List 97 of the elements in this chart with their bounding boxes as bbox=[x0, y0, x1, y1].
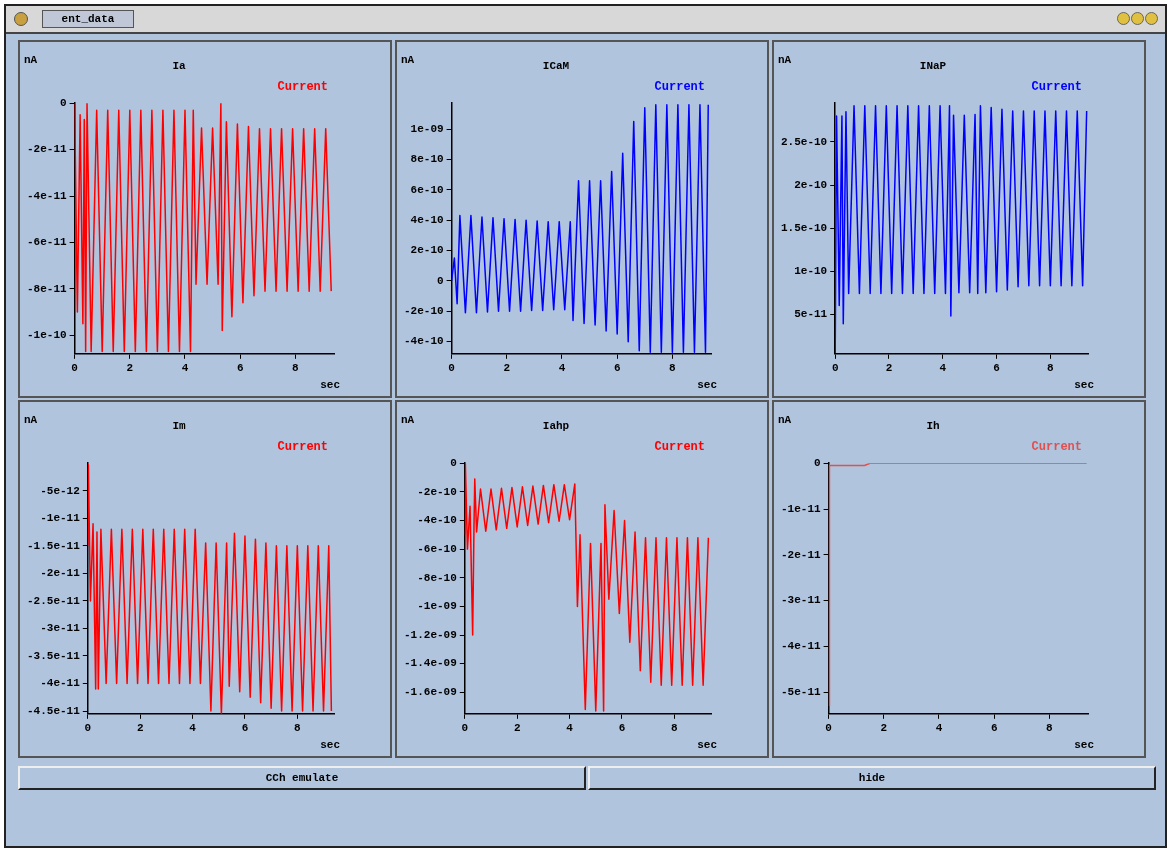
x-tick-label: 4 bbox=[189, 722, 197, 735]
y-tick-label: -4e-10 bbox=[417, 514, 457, 527]
y-tick-label: -6e-10 bbox=[417, 542, 457, 555]
y-tick-label: 2e-10 bbox=[794, 178, 828, 191]
y-axis-title: nA bbox=[24, 414, 38, 427]
x-tick-label: 8 bbox=[294, 722, 302, 735]
x-tick-label: 4 bbox=[566, 722, 574, 735]
y-tick-label: -2e-11 bbox=[40, 567, 81, 580]
y-tick-label: -1.4e-09 bbox=[404, 657, 457, 670]
y-axis-title: nA bbox=[778, 414, 792, 427]
y-tick-label: -2e-10 bbox=[404, 305, 444, 318]
x-tick-label: 6 bbox=[236, 362, 244, 375]
y-tick-label: 0 bbox=[437, 274, 444, 287]
y-tick-label: -4e-11 bbox=[781, 640, 821, 653]
chart-title: INaP bbox=[919, 60, 947, 73]
y-tick-label: -4e-11 bbox=[27, 189, 67, 202]
text: Current bbox=[277, 80, 329, 95]
text: ent_data bbox=[42, 10, 134, 28]
y-tick-label: -1e-10 bbox=[27, 329, 67, 341]
x-tick-label: 8 bbox=[671, 722, 679, 735]
series-label: Current bbox=[654, 80, 706, 95]
x-tick-label: 8 bbox=[292, 362, 300, 375]
y-tick-label: -2e-11 bbox=[27, 143, 67, 156]
y-tick-label: 8e-10 bbox=[410, 153, 444, 166]
y-tick-label: 5e-11 bbox=[794, 307, 828, 320]
series-label: Current bbox=[1031, 80, 1083, 95]
y-tick-label: 1e-10 bbox=[794, 264, 828, 277]
y-tick-label: -1e-11 bbox=[781, 502, 821, 515]
series-label: Current bbox=[1031, 440, 1083, 455]
x-tick-label: 6 bbox=[993, 362, 1000, 375]
chart-title: Im bbox=[172, 420, 186, 433]
y-tick-label: -5e-12 bbox=[40, 484, 80, 497]
x-tick-label: 2 bbox=[513, 722, 521, 735]
text: CCh emulate bbox=[18, 766, 586, 790]
x-tick-label: 6 bbox=[990, 722, 998, 735]
x-axis-title: sec bbox=[697, 739, 717, 752]
x-tick-label: 8 bbox=[669, 362, 677, 375]
chart-title: Ia bbox=[172, 60, 186, 73]
y-tick-label: -3.5e-11 bbox=[27, 649, 81, 662]
y-axis-title: nA bbox=[401, 54, 415, 67]
y-tick-label: -2e-10 bbox=[417, 485, 457, 498]
y-tick-label: -3e-11 bbox=[40, 622, 81, 635]
x-tick-label: 2 bbox=[136, 722, 144, 735]
y-tick-label: -5e-11 bbox=[781, 686, 821, 699]
y-tick-label: -8e-11 bbox=[27, 282, 67, 295]
x-tick-label: 8 bbox=[1046, 722, 1054, 735]
y-tick-label: -8e-10 bbox=[417, 571, 457, 584]
y-tick-label: -6e-11 bbox=[27, 236, 67, 249]
text: Current bbox=[654, 440, 706, 455]
x-tick-label: 8 bbox=[1047, 362, 1055, 375]
y-tick-label: -1.5e-11 bbox=[27, 539, 81, 552]
y-tick-label: 2.5e-10 bbox=[780, 135, 828, 148]
x-tick-label: 4 bbox=[935, 722, 943, 735]
chart-title: Ih bbox=[926, 420, 940, 433]
x-tick-label: 2 bbox=[503, 362, 511, 375]
x-tick-label: 4 bbox=[558, 362, 566, 375]
text: hide bbox=[588, 766, 1156, 790]
x-tick-label: 6 bbox=[241, 722, 249, 735]
y-tick-label: 1.5e-10 bbox=[780, 221, 828, 234]
y-axis-title: nA bbox=[24, 54, 38, 67]
x-tick-label: 6 bbox=[613, 362, 621, 375]
chart-title: Iahp bbox=[542, 420, 570, 433]
y-tick-label: 4e-10 bbox=[410, 213, 444, 226]
x-tick-label: 2 bbox=[885, 362, 893, 375]
y-tick-label: -1e-11 bbox=[40, 512, 81, 525]
y-tick-label: 1e-09 bbox=[410, 122, 444, 135]
y-tick-label: -4e-10 bbox=[404, 335, 444, 348]
y-tick-label: -2e-11 bbox=[781, 548, 821, 561]
y-tick-label: 2e-10 bbox=[410, 244, 444, 257]
y-tick-label: -1.6e-09 bbox=[404, 686, 457, 699]
y-tick-label: -3e-11 bbox=[781, 594, 821, 607]
x-tick-label: 2 bbox=[880, 722, 888, 735]
y-axis-title: nA bbox=[778, 54, 792, 67]
x-tick-label: 0 bbox=[831, 362, 839, 375]
y-tick-label: -2.5e-11 bbox=[27, 594, 81, 607]
x-axis-title: sec bbox=[1074, 739, 1094, 752]
y-tick-label: 0 bbox=[60, 96, 67, 109]
y-tick-label: 0 bbox=[450, 456, 457, 469]
x-axis-title: sec bbox=[320, 379, 340, 392]
x-tick-label: 0 bbox=[84, 722, 92, 735]
y-axis-title: nA bbox=[401, 414, 415, 427]
y-tick-label: -1.2e-09 bbox=[404, 628, 457, 641]
x-tick-label: 6 bbox=[618, 722, 626, 735]
x-tick-label: 4 bbox=[939, 362, 947, 375]
chart-title: ICaM bbox=[542, 60, 570, 73]
y-tick-label: -1e-09 bbox=[417, 600, 457, 613]
y-tick-label: -4.5e-11 bbox=[27, 704, 81, 717]
text: Current bbox=[277, 440, 329, 455]
y-tick-label: 6e-10 bbox=[410, 183, 444, 196]
x-axis-title: sec bbox=[697, 379, 717, 392]
x-tick-label: 2 bbox=[126, 362, 134, 375]
y-tick-label: 0 bbox=[814, 456, 821, 469]
y-tick-label: -4e-11 bbox=[40, 677, 81, 690]
x-axis-title: sec bbox=[320, 739, 340, 752]
x-axis-title: sec bbox=[1074, 379, 1094, 392]
x-tick-label: 4 bbox=[181, 362, 189, 375]
x-tick-label: 0 bbox=[461, 722, 469, 735]
